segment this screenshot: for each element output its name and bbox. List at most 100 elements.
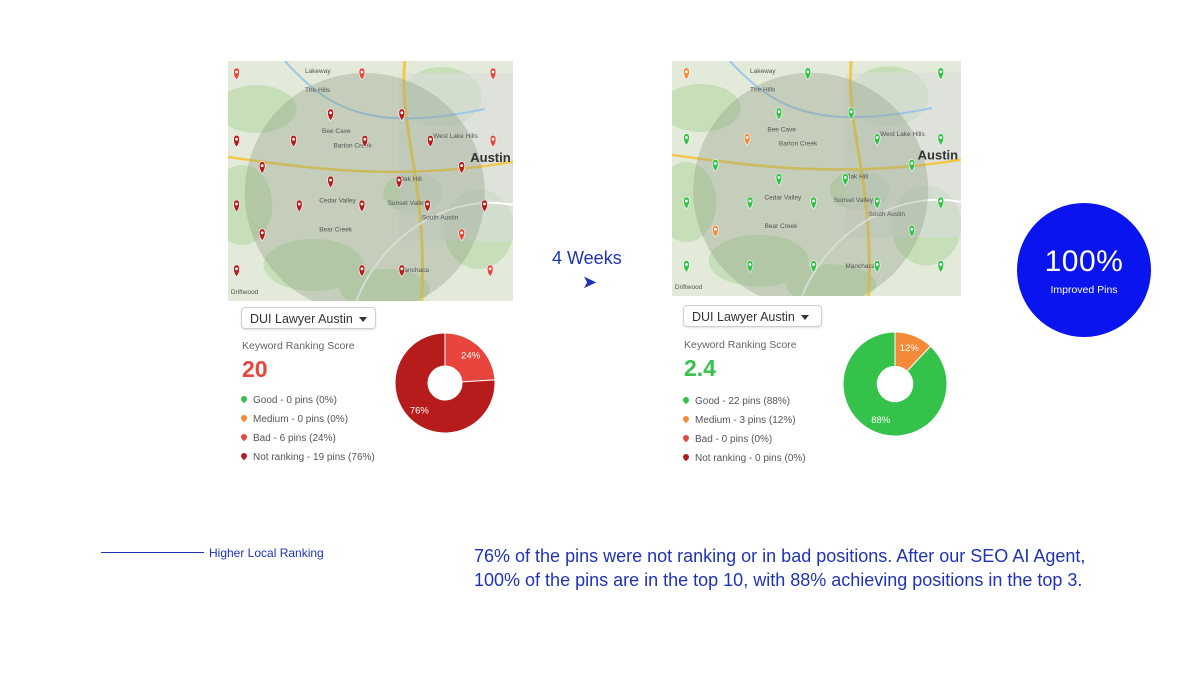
map-pin-icon[interactable] [258, 161, 266, 175]
map-place-label: Lakeway [305, 68, 331, 75]
score-label-after: Keyword Ranking Score [684, 339, 797, 351]
map-pin-icon [681, 453, 691, 462]
map-pin-icon [681, 415, 691, 424]
map-pin-icon[interactable] [295, 199, 303, 213]
score-value-after: 2.4 [684, 355, 716, 381]
map-pin-icon[interactable] [358, 67, 366, 81]
map-place-label: Oak Hill [845, 174, 868, 181]
map-pin-icon[interactable] [746, 260, 754, 273]
map-pin-icon[interactable] [937, 133, 945, 147]
legend-item-good: Good - 0 pins (0%) [239, 391, 375, 410]
map-pin-icon[interactable] [233, 67, 240, 81]
donut-label: 12% [900, 343, 920, 354]
map-park [785, 264, 876, 296]
map-pin-icon [239, 433, 249, 442]
map-pin-icon[interactable] [233, 134, 240, 148]
map-place-label: Driftwood [675, 284, 703, 291]
map-place-label: West Lake Hills [433, 133, 478, 140]
legend-label: Not ranking - 19 pins (76%) [253, 452, 375, 463]
map-place-label: Bear Creek [764, 223, 798, 230]
map-pin-icon[interactable] [233, 264, 240, 278]
map-pin-icon[interactable] [847, 107, 855, 121]
legend-label: Bad - 0 pins (0%) [695, 434, 773, 445]
legend-item-good: Good - 22 pins (88%) [681, 392, 806, 411]
map-pin-icon[interactable] [804, 67, 812, 81]
map-radius-overlay [693, 72, 929, 296]
legend-item-not-ranking: Not ranking - 0 pins (0%) [681, 449, 806, 468]
map-place-label: Oak Hill [399, 176, 422, 183]
map-pin-icon[interactable] [358, 199, 366, 213]
map-pin-icon[interactable] [683, 67, 690, 81]
map-park [228, 165, 273, 245]
donut-slice-not-ranking [395, 333, 495, 433]
map-pin-icon[interactable] [481, 199, 488, 213]
map-pin-icon [681, 396, 691, 405]
map-pin-icon[interactable] [775, 173, 783, 186]
map-pin-icon[interactable] [427, 134, 434, 148]
chevron-down-icon [800, 315, 809, 321]
map-pin-icon[interactable] [873, 133, 881, 147]
map-pin-icon[interactable] [842, 173, 849, 186]
map-urban-area [845, 72, 961, 238]
map-pin-icon[interactable] [683, 133, 690, 147]
map-pin-icon[interactable] [327, 108, 334, 122]
map-place-label: Bee Cave [767, 127, 796, 134]
map-pin-icon[interactable] [327, 175, 334, 189]
map-place-label: The Hills [750, 87, 776, 94]
map-pin-icon[interactable] [361, 134, 369, 148]
map-pin-icon[interactable] [489, 134, 497, 148]
map-after[interactable]: Lakeway The Hills Bee Cave Barton Creek West… [672, 61, 961, 296]
map-pin-icon[interactable] [937, 260, 945, 273]
map-place-label: South Austin [869, 211, 906, 218]
legend-label: Medium - 0 pins (0%) [253, 414, 349, 425]
badge-value: 100% [1044, 245, 1124, 278]
map-place-label: West Lake Hills [880, 131, 925, 138]
map-pin-icon[interactable] [458, 161, 465, 175]
map-pin-icon[interactable] [810, 196, 817, 210]
legend-item-medium: Medium - 0 pins (0%) [239, 410, 375, 429]
map-pin-icon[interactable] [712, 224, 719, 238]
map-pin-icon[interactable] [908, 224, 916, 238]
map-park [263, 239, 364, 291]
legend-item-not-ranking: Not ranking - 19 pins (76%) [239, 448, 375, 467]
map-pin-icon[interactable] [458, 228, 465, 242]
map-pin-icon[interactable] [810, 260, 817, 273]
map-pin-icon[interactable] [873, 196, 881, 210]
map-park [708, 234, 809, 287]
map-pin-icon[interactable] [258, 228, 266, 242]
map-pin-icon[interactable] [743, 133, 751, 147]
map-park [672, 84, 741, 132]
keyword-dropdown-after[interactable]: DUI Lawyer Austin [683, 305, 822, 327]
map-before[interactable]: Lakeway The Hills Bee Cave Barton Creek West… [228, 61, 513, 301]
map-pin-icon[interactable] [746, 196, 754, 210]
map-pin-icon[interactable] [395, 175, 403, 189]
map-pin-icon[interactable] [358, 264, 366, 278]
map-pin-icon[interactable] [712, 159, 719, 172]
map-pin-icon[interactable] [683, 196, 690, 210]
map-pin-icon [239, 395, 249, 404]
map-pin-icon[interactable] [398, 108, 406, 122]
donut-slice-good [843, 332, 947, 436]
map-pin-icon[interactable] [424, 199, 431, 213]
keyword-dropdown-before[interactable]: DUI Lawyer Austin [241, 307, 376, 329]
chevron-down-icon [358, 317, 367, 323]
map-place-label: Austin [918, 148, 959, 163]
map-pin-icon[interactable] [233, 199, 240, 213]
map-pin-icon[interactable] [489, 67, 497, 81]
map-place-label: Barton Creek [333, 142, 372, 149]
map-pin-icon[interactable] [937, 67, 945, 81]
map-place-label: Lakeway [750, 68, 776, 75]
score-value-before: 20 [242, 356, 268, 382]
map-park [339, 269, 430, 301]
map-park [228, 85, 297, 133]
divider-line [101, 552, 204, 553]
map-pin-icon[interactable] [683, 260, 690, 273]
map-pin-icon[interactable] [398, 264, 406, 278]
map-pin-icon[interactable] [908, 159, 916, 172]
map-pin-icon[interactable] [937, 196, 945, 210]
map-pin-icon[interactable] [290, 134, 297, 148]
map-pin-icon[interactable] [775, 107, 783, 121]
map-pin-icon[interactable] [873, 260, 881, 273]
map-pin-icon[interactable] [486, 264, 494, 278]
legend-item-medium: Medium - 3 pins (12%) [681, 411, 806, 430]
